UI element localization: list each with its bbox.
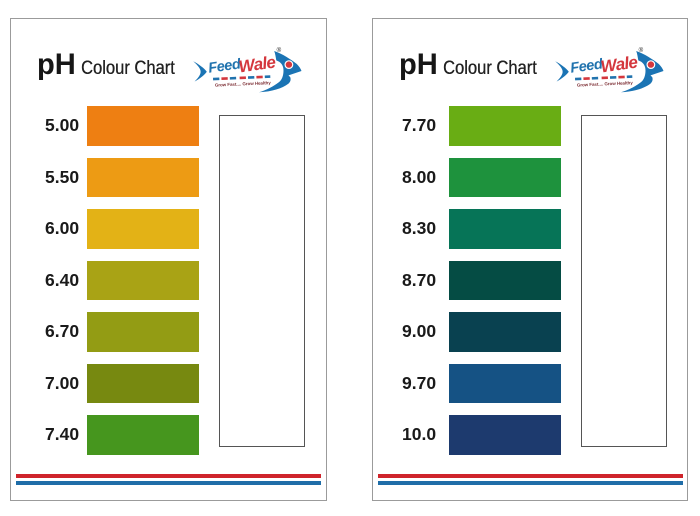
svg-text:Grow Fast.... Grow Healthy: Grow Fast.... Grow Healthy: [215, 80, 272, 87]
svg-text:Feed: Feed: [207, 56, 243, 77]
svg-text:Feed: Feed: [569, 56, 605, 77]
svg-text:Wale: Wale: [599, 52, 638, 76]
svg-text:Wale: Wale: [237, 52, 276, 76]
svg-text:Grow Fast.... Grow Healthy: Grow Fast.... Grow Healthy: [577, 80, 634, 87]
svg-text:®: ®: [277, 47, 282, 54]
svg-text:®: ®: [639, 47, 644, 54]
